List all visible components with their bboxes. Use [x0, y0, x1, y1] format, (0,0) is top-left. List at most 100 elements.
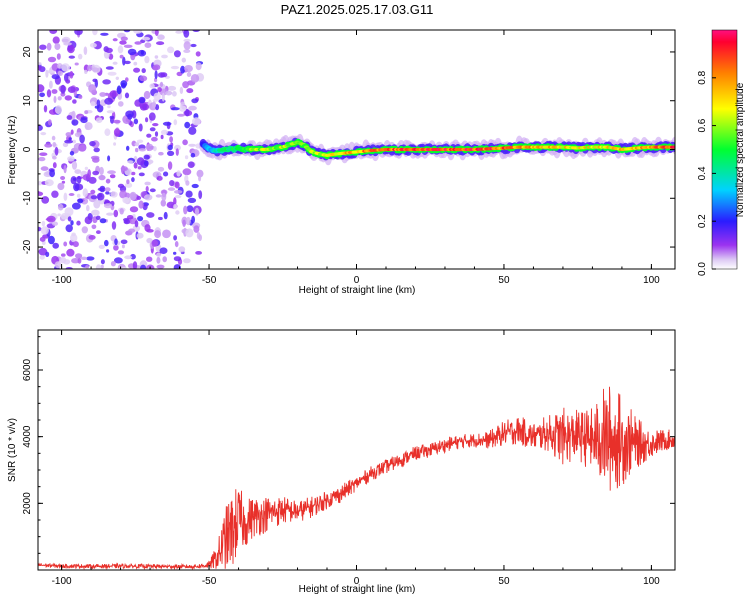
- snr-y-tick-label: 4000: [22, 425, 33, 448]
- colorbar-frame: [711, 29, 738, 270]
- noise-blob: [104, 128, 111, 136]
- noise-blob: [91, 67, 99, 72]
- noise-blob: [85, 265, 90, 269]
- noise-blob: [62, 142, 69, 148]
- noise-blob: [188, 143, 196, 147]
- noise-blob: [105, 191, 110, 195]
- noise-blob: [67, 156, 75, 162]
- snr-y-ticks: 2000 4000 6000: [22, 336, 675, 554]
- noise-blob: [179, 86, 184, 94]
- noise-blob: [107, 71, 117, 76]
- noise-blob: [120, 166, 128, 172]
- noise-blob: [174, 190, 183, 194]
- noise-blob: [86, 204, 90, 212]
- noise-blob: [113, 244, 119, 251]
- noise-blob: [161, 92, 165, 102]
- noise-blob: [183, 30, 190, 38]
- noise-blob: [99, 92, 107, 97]
- noise-blob: [131, 171, 136, 176]
- noise-blob: [123, 30, 131, 33]
- noise-blob: [133, 61, 138, 66]
- noise-blob: [64, 95, 73, 101]
- noise-blob: [172, 91, 177, 97]
- noise-blob: [182, 168, 192, 176]
- spectrogram-x-ticks: -100 -50 0 50 100: [52, 30, 660, 286]
- noise-blob: [167, 85, 177, 91]
- noise-blob: [40, 166, 49, 171]
- noise-blob: [143, 90, 151, 100]
- noise-blob: [78, 144, 87, 152]
- noise-blob: [174, 181, 180, 189]
- snr-panel: -100 -50 0 50 100 2000 4000 6000 Height of str…: [7, 329, 676, 595]
- noise-blob: [136, 232, 144, 239]
- noise-blob: [184, 155, 189, 160]
- noise-blob: [71, 258, 80, 264]
- noise-blob: [120, 36, 128, 41]
- noise-blob: [195, 62, 202, 71]
- noise-blob: [111, 221, 117, 230]
- noise-blob: [132, 261, 138, 269]
- noise-blob: [186, 205, 194, 213]
- noise-blob: [87, 64, 93, 72]
- noise-blob: [69, 71, 74, 79]
- noise-blob: [116, 85, 122, 95]
- noise-blob: [186, 72, 192, 77]
- noise-blob: [56, 53, 61, 60]
- noise-blob: [122, 197, 130, 204]
- snr-frame: [37, 329, 676, 571]
- noise-blob: [104, 187, 111, 192]
- noise-blob: [154, 230, 162, 239]
- noise-blob: [173, 204, 178, 210]
- spectrogram-y-tick-label: 10: [22, 95, 33, 107]
- noise-blob: [156, 41, 165, 46]
- noise-blob: [170, 65, 180, 70]
- noise-blob: [139, 103, 148, 111]
- noise-blob: [167, 161, 173, 170]
- noise-blob: [153, 146, 157, 152]
- noise-blob: [69, 151, 75, 156]
- spectrogram-y-ticks: -20 -10 0 10 20: [22, 46, 675, 254]
- noise-blob: [154, 55, 159, 59]
- noise-blob: [159, 81, 164, 88]
- noise-blob: [96, 99, 101, 107]
- noise-blob: [124, 60, 131, 65]
- noise-blob: [173, 251, 177, 255]
- noise-blob: [138, 172, 145, 177]
- noise-blob: [61, 253, 66, 257]
- noise-blob: [38, 247, 48, 256]
- noise-blob: [70, 129, 74, 135]
- noise-blob: [196, 169, 204, 178]
- noise-blob: [103, 203, 113, 209]
- noise-blob: [187, 197, 197, 203]
- noise-blob: [145, 143, 154, 152]
- spectrogram-x-tick-label: 100: [643, 275, 660, 286]
- spectrogram-x-tick-label: 0: [354, 275, 360, 286]
- noise-blob: [162, 229, 171, 239]
- noise-blob: [66, 248, 75, 257]
- noise-blob: [137, 166, 142, 170]
- noise-blob: [135, 147, 139, 153]
- noise-blob: [163, 211, 168, 220]
- noise-blob: [114, 238, 118, 246]
- noise-blob: [152, 64, 161, 71]
- noise-blob: [90, 189, 96, 195]
- noise-blob: [195, 51, 201, 57]
- noise-blob: [149, 188, 156, 193]
- noise-blob: [131, 177, 135, 183]
- noise-blob: [91, 224, 97, 230]
- noise-blob: [109, 174, 116, 179]
- noise-blob: [89, 141, 96, 147]
- noise-blob: [72, 241, 79, 248]
- noise-blob: [52, 155, 57, 160]
- noise-blob: [54, 105, 62, 115]
- noise-blob: [176, 170, 181, 177]
- noise-blob: [190, 74, 200, 83]
- noise-blob: [54, 43, 61, 50]
- colorbar-gradient: [712, 30, 737, 269]
- noise-blob: [138, 96, 146, 104]
- noise-blob: [167, 150, 175, 156]
- noise-blob: [84, 122, 93, 131]
- noise-blob: [136, 195, 142, 200]
- noise-blob: [67, 86, 76, 93]
- noise-blob: [39, 44, 47, 50]
